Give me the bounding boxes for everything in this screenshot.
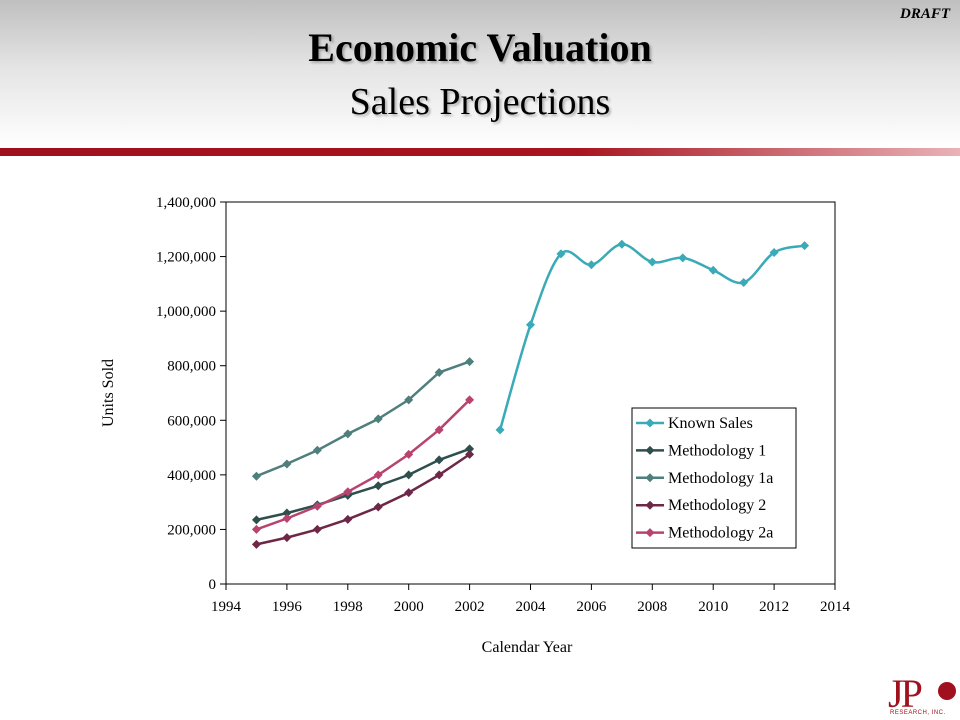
- data-point-methodology-1a: [343, 429, 353, 439]
- y-tick-label: 600,000: [167, 413, 216, 429]
- x-tick-label: 1998: [333, 599, 363, 615]
- data-point-methodology-1a: [282, 459, 292, 469]
- legend-label: Methodology 1a: [668, 470, 773, 487]
- data-point-methodology-2a: [373, 470, 383, 480]
- legend-swatch-marker: [645, 473, 655, 483]
- x-tick-label: 2006: [576, 599, 607, 615]
- x-tick-label: 1994: [211, 599, 242, 615]
- draft-label: DRAFT: [899, 6, 950, 22]
- data-point-methodology-2: [465, 449, 475, 459]
- data-point-methodology-1: [282, 508, 292, 518]
- legend: Known Sales Methodology 1 Methodology 1a Me…: [631, 407, 797, 549]
- data-point-methodology-1: [434, 455, 444, 465]
- legend-label: Methodology 1: [668, 442, 766, 459]
- x-tick-label: 2010: [698, 599, 728, 615]
- data-point-methodology-1: [251, 515, 261, 525]
- data-point-methodology-1a: [404, 395, 414, 405]
- data-point-methodology-2: [404, 488, 414, 498]
- data-point-known-sales: [586, 260, 596, 270]
- legend-label: Methodology 2: [668, 497, 766, 514]
- axes: 0 200,000 400,000 600,000 800,000 1,000,000 1,…: [156, 195, 851, 615]
- x-tick-label: 2004: [516, 599, 547, 615]
- logo-subtext: RESEARCH, INC.: [890, 710, 946, 716]
- data-point-methodology-2a: [251, 524, 261, 534]
- page-title: Economic Valuation: [308, 25, 652, 70]
- data-point-methodology-1a: [251, 471, 261, 481]
- data-point-known-sales: [708, 265, 718, 275]
- series-line-methodology-2a: [255, 398, 471, 531]
- logo-dot: [938, 682, 956, 700]
- series-line-known-sales: [498, 243, 805, 431]
- data-point-methodology-2: [282, 533, 292, 543]
- data-point-methodology-2a: [343, 487, 353, 497]
- data-point-methodology-2: [312, 524, 322, 534]
- y-axis-label: Units Sold: [100, 359, 117, 427]
- x-axis-label: Calendar Year: [482, 639, 573, 656]
- x-tick-label: 2008: [637, 599, 667, 615]
- series-layer: [251, 239, 810, 549]
- data-point-methodology-1a: [465, 357, 475, 367]
- legend-swatch-marker: [645, 418, 655, 428]
- legend-label: Known Sales: [668, 415, 753, 432]
- data-point-known-sales: [647, 257, 657, 267]
- data-point-methodology-1a: [373, 414, 383, 424]
- data-point-known-sales: [800, 241, 810, 251]
- x-tick-label: 2002: [455, 599, 485, 615]
- series-line-methodology-2: [256, 453, 471, 546]
- data-point-methodology-1: [465, 444, 475, 454]
- data-point-methodology-2a: [404, 449, 414, 459]
- page-subtitle: Sales Projections: [349, 81, 611, 123]
- x-tick-label: 2000: [394, 599, 424, 615]
- y-tick-label: 1,200,000: [156, 250, 216, 266]
- y-tick-label: 0: [209, 577, 217, 593]
- data-point-known-sales: [556, 249, 566, 259]
- data-point-methodology-2: [373, 502, 383, 512]
- data-point-methodology-1a: [434, 368, 444, 378]
- data-point-known-sales: [739, 277, 749, 287]
- legend-swatch-marker: [645, 528, 655, 538]
- series-line-methodology-1: [256, 447, 471, 522]
- x-tick-label: 2012: [759, 599, 789, 615]
- y-tick-label: 1,400,000: [156, 195, 216, 211]
- logo-text: JP: [888, 671, 923, 716]
- legend-label: Methodology 2a: [668, 525, 773, 542]
- data-point-known-sales: [617, 239, 627, 249]
- y-tick-label: 200,000: [167, 522, 216, 538]
- data-point-methodology-1a: [312, 445, 322, 455]
- data-point-methodology-1: [404, 470, 414, 480]
- data-point-methodology-2a: [282, 514, 292, 524]
- header-band: [0, 0, 960, 148]
- x-tick-label: 1996: [272, 599, 303, 615]
- y-tick-label: 1,000,000: [156, 304, 216, 320]
- data-point-known-sales: [769, 247, 779, 257]
- header-divider: [0, 148, 960, 156]
- y-tick-label: 400,000: [167, 468, 216, 484]
- legend-swatch-marker: [645, 500, 655, 510]
- data-point-methodology-1: [373, 481, 383, 491]
- data-point-methodology-2a: [434, 425, 444, 435]
- series-line-methodology-1a: [255, 360, 471, 478]
- data-point-methodology-2: [251, 539, 261, 549]
- data-point-methodology-2a: [465, 395, 475, 405]
- data-point-known-sales: [495, 425, 505, 435]
- data-point-known-sales: [678, 253, 688, 263]
- data-point-methodology-2: [434, 470, 444, 480]
- x-tick-label: 2014: [820, 599, 851, 615]
- data-point-known-sales: [526, 320, 535, 330]
- jp-research-logo: JP RESEARCH, INC.: [884, 674, 958, 718]
- data-point-methodology-2: [343, 514, 353, 524]
- y-tick-label: 800,000: [167, 359, 216, 375]
- legend-swatch-marker: [645, 445, 655, 455]
- data-point-methodology-2a: [312, 501, 322, 511]
